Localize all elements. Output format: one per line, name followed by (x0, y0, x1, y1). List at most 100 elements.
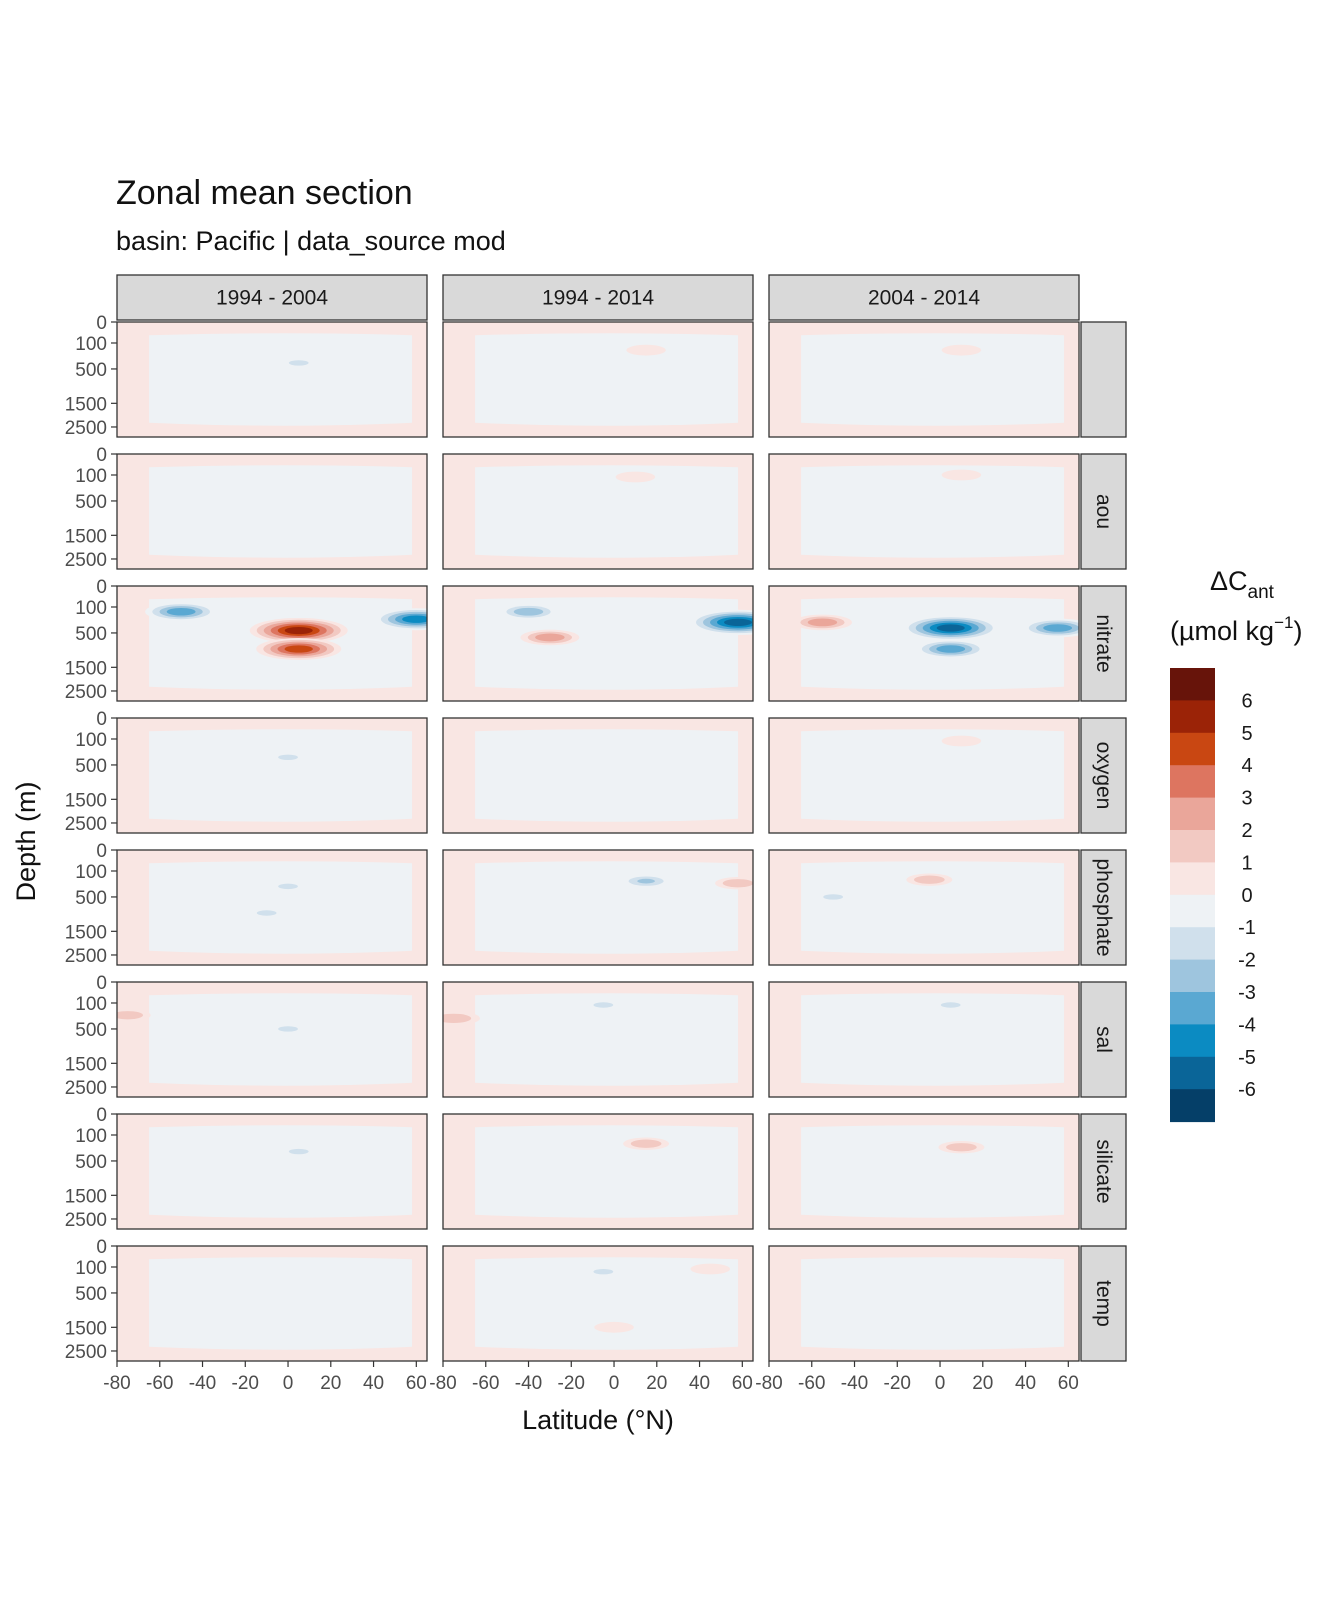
panel-border (116, 1245, 428, 1362)
x-tick-label: -60 (146, 1373, 173, 1394)
row-strip (1080, 849, 1127, 966)
y-tick-label: 2500 (65, 1210, 107, 1231)
y-tick-label: 100 (75, 1126, 107, 1147)
y-tick-label: 2500 (65, 814, 107, 835)
x-tick-label: -20 (884, 1373, 911, 1394)
contour-feature (278, 754, 298, 760)
contour-feature (278, 1026, 298, 1032)
field-contour (475, 729, 739, 822)
y-tick-label: 500 (75, 1152, 107, 1173)
contour-feature (278, 883, 298, 890)
panel-border (442, 717, 754, 834)
contour-feature (940, 1002, 961, 1008)
legend-tick-label: -5 (1238, 1047, 1256, 1069)
x-tick-label: 60 (732, 1373, 753, 1394)
legend-swatch (1170, 894, 1215, 928)
field-contour (475, 1125, 739, 1218)
panel-6-2 (769, 1114, 1079, 1229)
y-tick-label: 0 (96, 313, 107, 334)
legend-unit: (µmol kg−1) (1170, 613, 1302, 646)
panel-6-0 (117, 1114, 427, 1229)
contour-feature (604, 1324, 624, 1331)
y-tick-label: 500 (75, 756, 107, 777)
panel-border (442, 585, 754, 702)
field-contour (149, 729, 413, 822)
contour-feature (630, 1139, 662, 1148)
panel-border (442, 1245, 754, 1362)
x-tick-label: -80 (429, 1373, 456, 1394)
panel-border (768, 717, 1080, 834)
field-contour (149, 861, 413, 954)
contour-feature (535, 633, 565, 642)
field-contour (149, 993, 413, 1086)
legend-title-main: ΔC (1210, 566, 1248, 596)
contour-feature (722, 879, 753, 888)
x-tick-label: 0 (283, 1373, 294, 1394)
legend-title-sub: ant (1248, 582, 1275, 603)
x-tick-label: 20 (320, 1373, 341, 1394)
y-tick-label: 1500 (65, 1054, 107, 1075)
y-tick-label: 500 (75, 888, 107, 909)
x-tick-label: -40 (841, 1373, 868, 1394)
panel-6-1 (443, 1114, 753, 1229)
y-tick-label: 2500 (65, 550, 107, 571)
x-tick-label: -80 (755, 1373, 782, 1394)
field-contour (475, 993, 739, 1086)
x-tick-label: 60 (406, 1373, 427, 1394)
x-tick-label: 40 (363, 1373, 384, 1394)
y-tick-label: 1500 (65, 658, 107, 679)
legend-tick-label: 1 (1241, 852, 1252, 874)
y-tick-label: 1500 (65, 1186, 107, 1207)
legend-tick-label: -2 (1238, 950, 1256, 972)
row-strip-label: temp (1092, 1280, 1115, 1327)
contour-feature (288, 1148, 309, 1155)
contour-feature (951, 738, 972, 744)
panel-border (768, 453, 1080, 570)
contour-feature (807, 618, 838, 627)
panel-1-1 (443, 454, 753, 569)
y-tick-label: 1500 (65, 526, 107, 547)
legend-swatch (1170, 1089, 1215, 1123)
legend-swatch (1170, 862, 1215, 896)
row-strip-label: oxygen (1092, 742, 1115, 810)
legend-swatch (1170, 797, 1215, 831)
contour-feature (637, 878, 655, 884)
y-tick-label: 1500 (65, 1318, 107, 1339)
field-contour (149, 333, 413, 426)
legend-unit-end: ) (1293, 616, 1302, 646)
y-tick-label: 0 (96, 1237, 107, 1258)
y-tick-label: 0 (96, 709, 107, 730)
legend-swatch (1170, 668, 1215, 701)
y-tick-label: 0 (96, 577, 107, 598)
field-contour (149, 1257, 413, 1350)
panel-border (116, 321, 428, 438)
field-contour (475, 597, 739, 690)
legend-title: ΔCant (1210, 566, 1275, 603)
row-strip-label: aou (1092, 494, 1115, 529)
field-contour (475, 1257, 739, 1350)
field-contour (801, 993, 1065, 1086)
legend-tick-label: -6 (1238, 1079, 1256, 1101)
chart-title: Zonal mean section (116, 174, 413, 212)
contour-feature (724, 618, 753, 626)
x-tick-label: 40 (689, 1373, 710, 1394)
y-tick-label: 100 (75, 466, 107, 487)
panel-border (768, 321, 1080, 438)
panel-border (116, 717, 428, 834)
column-strip-label: 1994 - 2004 (216, 287, 328, 310)
x-tick-label: -60 (798, 1373, 825, 1394)
panel-border (116, 585, 428, 702)
panel-3-2 (769, 718, 1079, 833)
contour-feature (700, 1266, 721, 1272)
chart-subtitle: basin: Pacific | data_source mod (116, 226, 506, 256)
legend-swatch (1170, 992, 1215, 1025)
contour-feature (936, 624, 965, 632)
panel-2-0 (117, 586, 427, 701)
y-tick-label: 100 (75, 1258, 107, 1279)
panel-4-0 (117, 850, 427, 965)
contour-feature (444, 1016, 463, 1021)
contour-feature (625, 474, 646, 480)
panel-7-1 (443, 1246, 753, 1361)
row-strip (1080, 1113, 1127, 1230)
